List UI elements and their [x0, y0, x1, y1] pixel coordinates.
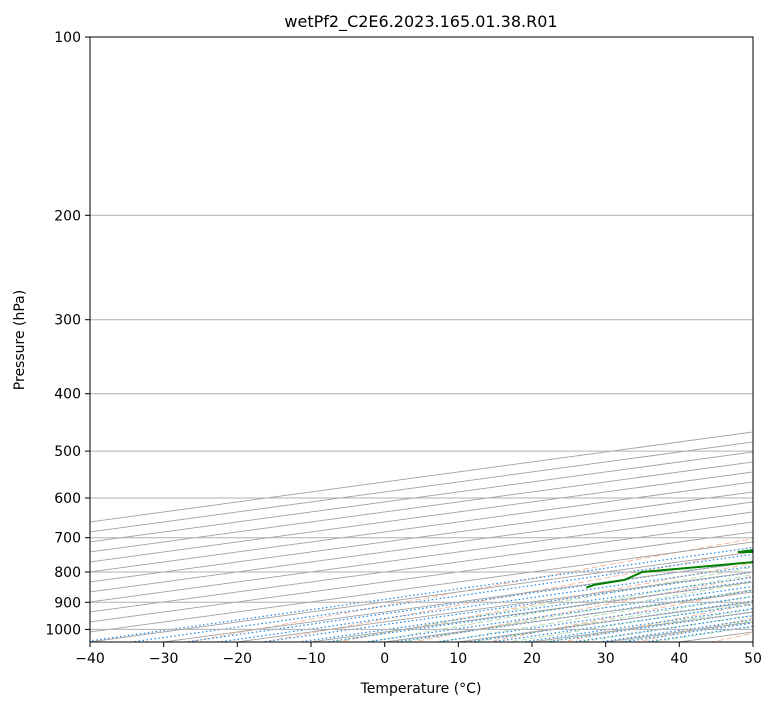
chart-title: wetPf2_C2E6.2023.165.01.38.R01	[284, 12, 557, 32]
mixing-ratio-line	[181, 561, 753, 642]
pressure-gridlines	[90, 37, 753, 630]
y-axis: 100 200 300 400 500 600 700 800 900 1000	[45, 30, 90, 638]
mixing-ratio-line	[517, 608, 753, 642]
mixing-ratio-line	[90, 546, 753, 642]
isotherm-line	[90, 521, 753, 613]
isotherm-line	[90, 451, 753, 543]
y-tick-label: 400	[54, 387, 81, 403]
isotherm-line	[90, 531, 753, 623]
isotherm-line	[90, 511, 753, 603]
isotherm-line	[90, 471, 753, 563]
x-tick-label: 40	[670, 651, 688, 667]
isotherms	[90, 431, 753, 642]
y-tick-label: 700	[54, 531, 81, 547]
plot-area: -100-90-80-70-60-50-40-30-20-10010203040…	[90, 37, 753, 642]
y-tick-label: 500	[54, 444, 81, 460]
x-tick-label: 50	[744, 651, 762, 667]
x-tick-label: −20	[223, 651, 253, 667]
y-tick-label: 100	[54, 30, 81, 46]
x-tick-label: 10	[449, 651, 467, 667]
x-tick-label: −40	[75, 651, 105, 667]
mixing-ratio-line	[127, 553, 753, 642]
x-tick-label: −10	[296, 651, 326, 667]
x-tick-label: 20	[523, 651, 541, 667]
y-tick-label: 600	[54, 491, 81, 507]
isotherm-line	[90, 501, 753, 593]
isotherm-line	[90, 491, 753, 583]
y-axis-label: Pressure (hPa)	[12, 290, 28, 390]
x-tick-label: 30	[597, 651, 615, 667]
mixing-ratio-line	[542, 611, 753, 642]
y-tick-label: 200	[54, 208, 81, 224]
x-axis-label: Temperature (°C)	[360, 681, 482, 697]
y-tick-label: 300	[54, 313, 81, 329]
y-tick-label: 1000	[45, 622, 81, 638]
y-tick-label: 800	[54, 565, 81, 581]
mixing-ratio-line	[568, 615, 753, 642]
isotherm-line	[90, 461, 753, 553]
x-tick-label: −30	[149, 651, 179, 667]
x-tick-label: 0	[380, 651, 389, 667]
mixing-ratio-line	[488, 603, 753, 642]
y-tick-label: 900	[54, 595, 81, 611]
plot-frame	[89, 36, 754, 643]
isotherm-line	[90, 481, 753, 573]
x-axis: −40 −30 −20 −10 0 10 20 30 40 50	[75, 642, 762, 667]
